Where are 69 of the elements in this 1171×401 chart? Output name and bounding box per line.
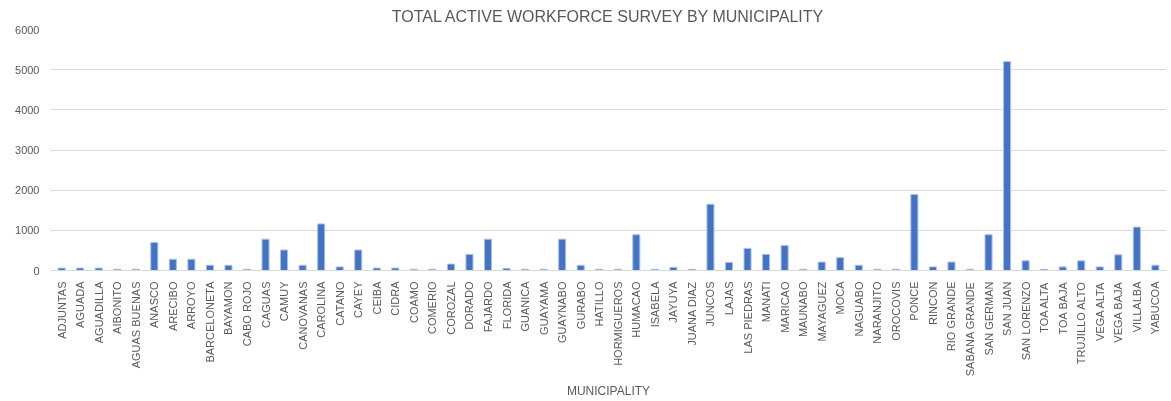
x-tick-label: GUAYNABO bbox=[556, 281, 569, 344]
x-tick-label: CIDRA bbox=[389, 280, 402, 316]
x-tick-label: CANOVANAS bbox=[296, 281, 309, 350]
x-tick-label: SAN GERMAN bbox=[982, 281, 995, 356]
x-tick-label: CABO ROJO bbox=[241, 281, 254, 347]
x-tick-label: NARANJITO bbox=[871, 281, 884, 344]
x-tick-label: SAN JUAN bbox=[1001, 281, 1014, 336]
x-tick-label: HATILLO bbox=[593, 281, 606, 327]
x-tick-label: HORMIGUEROS bbox=[611, 281, 624, 366]
x-tick-label: VILLALBA bbox=[1130, 280, 1143, 333]
y-tick-label: 1000 bbox=[15, 224, 40, 237]
y-tick-label: 5000 bbox=[15, 63, 40, 76]
x-tick-label: PONCE bbox=[908, 281, 921, 321]
x-tick-label: ADJUNTAS bbox=[55, 281, 68, 339]
x-tick-label: HUMACAO bbox=[630, 281, 643, 338]
x-tick-label: COAMO bbox=[407, 281, 420, 324]
x-tick-label: GURABO bbox=[574, 281, 587, 330]
x-tick-label: TOA BAJA bbox=[1056, 281, 1069, 335]
y-tick-label: 6000 bbox=[15, 23, 40, 36]
x-tick-label: LAJAS bbox=[723, 281, 735, 316]
x-tick-label: LAS PIEDRAS bbox=[741, 281, 754, 354]
y-tick-label: 2000 bbox=[15, 184, 40, 197]
x-tick-label: BAYAMON bbox=[222, 281, 235, 335]
x-tick-label: AGUADA bbox=[74, 280, 87, 328]
x-tick-label: JAYUYA bbox=[667, 280, 680, 323]
x-tick-label: AGUADILLA bbox=[92, 280, 105, 344]
x-tick-label: JUNCOS bbox=[704, 281, 717, 327]
x-tick-label: ISABELA bbox=[648, 280, 661, 328]
x-tick-label: RIO GRANDE bbox=[945, 281, 958, 352]
x-tick-label: CAYEY bbox=[352, 280, 365, 318]
x-tick-label: GUAYAMA bbox=[537, 280, 550, 335]
x-tick-label: VEGA ALTA bbox=[1093, 282, 1106, 341]
x-tick-label: CEIBA bbox=[370, 280, 383, 315]
x-tick-label: GUANICA bbox=[519, 280, 532, 332]
x-tick-label: AIBONITO bbox=[111, 281, 124, 334]
x-tick-label: BARCELONETA bbox=[203, 280, 216, 363]
x-tick-label: ANASCO bbox=[148, 281, 161, 328]
x-tick-label: JUANA DIAZ bbox=[685, 281, 698, 346]
x-tick-label: RINCON bbox=[926, 281, 939, 325]
x-tick-label: MAYAGUEZ bbox=[815, 281, 828, 342]
x-tick-label: ARROYO bbox=[185, 281, 198, 330]
x-tick-label: CAMUY bbox=[278, 280, 291, 322]
x-tick-label: CAGUAS bbox=[259, 281, 272, 328]
x-tick-label: SABANA GRANDE bbox=[963, 282, 976, 377]
x-tick-label: COROZAL bbox=[444, 281, 457, 335]
x-tick-label: FAJARDO bbox=[482, 281, 494, 333]
x-tick-label: TOA ALTA bbox=[1038, 282, 1051, 333]
x-tick-label: MARICAO bbox=[778, 281, 791, 333]
x-tick-label: OROCOVIS bbox=[889, 281, 902, 341]
x-tick-label: NAGUABO bbox=[852, 281, 865, 337]
chart-title: TOTAL ACTIVE WORKFORCE SURVEY BY MUNICIPALITY bbox=[391, 7, 824, 25]
y-tick-label: 0 bbox=[33, 264, 40, 277]
x-tick-label: YABUCOA bbox=[1149, 280, 1162, 335]
y-tick-label: 4000 bbox=[15, 103, 40, 116]
x-tick-label: MAUNABO bbox=[797, 281, 810, 338]
x-tick-label: CATANO bbox=[333, 281, 346, 326]
x-tick-label: TRUJILLO ALTO bbox=[1075, 281, 1088, 365]
x-axis-title: MUNICIPALITY bbox=[566, 384, 651, 399]
x-tick-label: AGUAS BUENAS bbox=[129, 281, 142, 369]
x-tick-label: SAN LORENZO bbox=[1019, 281, 1032, 361]
x-tick-label: FLORIDA bbox=[500, 280, 513, 330]
x-tick-label: ARECIBO bbox=[166, 281, 179, 332]
x-tick-label: MANATI bbox=[760, 281, 773, 323]
x-tick-label: COMERIO bbox=[426, 281, 439, 335]
x-tick-label: CAROLINA bbox=[315, 280, 328, 338]
x-tick-label: DORADO bbox=[463, 281, 476, 330]
x-tick-label: VEGA BAJA bbox=[1112, 281, 1125, 343]
x-tick-label: MOCA bbox=[834, 280, 847, 315]
y-tick-label: 3000 bbox=[15, 144, 40, 156]
